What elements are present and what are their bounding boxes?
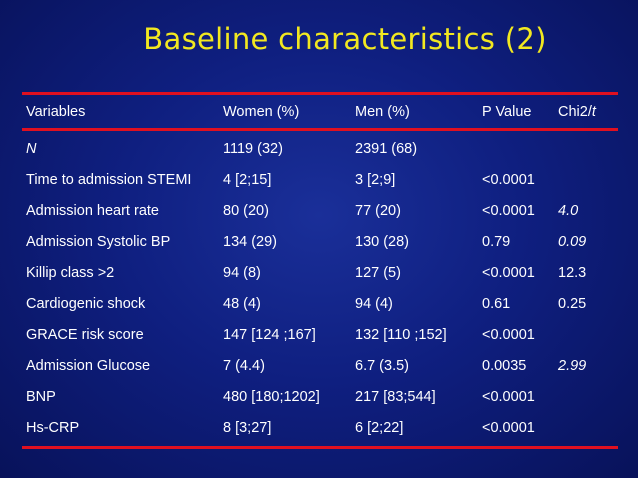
cell-p-value: 0.0035	[482, 357, 527, 374]
header-t-suffix: t	[591, 103, 596, 120]
cell-p-value: <0.0001	[482, 419, 535, 436]
header-variables: Variables	[26, 103, 86, 120]
cell-variable: BNP	[26, 388, 56, 405]
cell-women: 134 (29)	[223, 233, 278, 250]
cell-women: 4 [2;15]	[223, 171, 272, 188]
cell-men: 217 [83;544]	[355, 388, 436, 405]
cell-variable: Admission Systolic BP	[26, 233, 171, 250]
cell-chi: 0.09	[558, 233, 587, 250]
header-p-value: P Value	[482, 103, 532, 120]
cell-chi: 0.25	[558, 295, 587, 312]
cell-men: 77 (20)	[355, 202, 401, 219]
cell-variable: N	[26, 140, 37, 157]
table-row: Cardiogenic shock 48 (4) 94 (4) 0.61 0.2…	[22, 288, 618, 319]
cell-women: 147 [124 ;167]	[223, 326, 316, 343]
table-header-row: Variables Women (%) Men (%) P Value Chi2…	[22, 95, 618, 128]
cell-women: 7 (4.4)	[223, 357, 265, 374]
cell-variable: Time to admission STEMI	[26, 171, 192, 188]
table-row: Admission Glucose 7 (4.4) 6.7 (3.5) 0.00…	[22, 350, 618, 381]
table-header-rule	[22, 128, 618, 131]
cell-women: 94 (8)	[223, 264, 261, 281]
table-body: N 1119 (32) 2391 (68) Time to admission …	[22, 131, 618, 446]
cell-men: 94 (4)	[355, 295, 393, 312]
cell-p-value: <0.0001	[482, 264, 535, 281]
cell-women: 1119 (32)	[223, 140, 283, 157]
cell-chi: 2.99	[558, 357, 587, 374]
cell-chi: 12.3	[558, 264, 587, 281]
slide-title: Baseline characteristics (2)	[143, 22, 547, 56]
header-men: Men (%)	[355, 103, 410, 120]
cell-p-value: <0.0001	[482, 326, 535, 343]
cell-men: 2391 (68)	[355, 140, 418, 157]
cell-men: 3 [2;9]	[355, 171, 396, 188]
table-row: BNP 480 [180;1202] 217 [83;544] <0.0001	[22, 381, 618, 412]
cell-variable: GRACE risk score	[26, 326, 144, 343]
cell-p-value: <0.0001	[482, 202, 535, 219]
cell-variable: Killip class >2	[26, 264, 115, 281]
header-chi2-label: Chi2/	[558, 103, 592, 120]
baseline-table: Variables Women (%) Men (%) P Value Chi2…	[22, 92, 618, 449]
cell-women: 480 [180;1202]	[223, 388, 320, 405]
header-women: Women (%)	[223, 103, 300, 120]
cell-men: 6 [2;22]	[355, 419, 404, 436]
cell-variable: Admission Glucose	[26, 357, 151, 374]
cell-men: 130 (28)	[355, 233, 410, 250]
cell-p-value: 0.61	[482, 295, 511, 312]
cell-men: 6.7 (3.5)	[355, 357, 409, 374]
cell-women: 48 (4)	[223, 295, 261, 312]
cell-variable: Cardiogenic shock	[26, 295, 146, 312]
table-bottom-rule	[22, 446, 618, 449]
table-row: Admission Systolic BP 134 (29) 130 (28) …	[22, 226, 618, 257]
cell-p-value: <0.0001	[482, 388, 535, 405]
table-row: Killip class >2 94 (8) 127 (5) <0.0001 1…	[22, 257, 618, 288]
table-row: N 1119 (32) 2391 (68)	[22, 133, 618, 164]
table-row: Admission heart rate 80 (20) 77 (20) <0.…	[22, 195, 618, 226]
cell-women: 80 (20)	[223, 202, 269, 219]
cell-men: 127 (5)	[355, 264, 401, 281]
cell-variable: Admission heart rate	[26, 202, 159, 219]
table-top-rule	[22, 92, 618, 95]
cell-p-value: 0.79	[482, 233, 511, 250]
table-row: Time to admission STEMI 4 [2;15] 3 [2;9]…	[22, 164, 618, 195]
table-row: GRACE risk score 147 [124 ;167] 132 [110…	[22, 319, 618, 350]
cell-p-value: <0.0001	[482, 171, 535, 188]
header-chi2-t: Chi2/t	[558, 104, 618, 120]
table-row: Hs-CRP 8 [3;27] 6 [2;22] <0.0001	[22, 412, 618, 443]
cell-men: 132 [110 ;152]	[355, 326, 447, 343]
cell-variable: Hs-CRP	[26, 419, 80, 436]
cell-women: 8 [3;27]	[223, 419, 272, 436]
cell-chi: 4.0	[558, 202, 579, 219]
